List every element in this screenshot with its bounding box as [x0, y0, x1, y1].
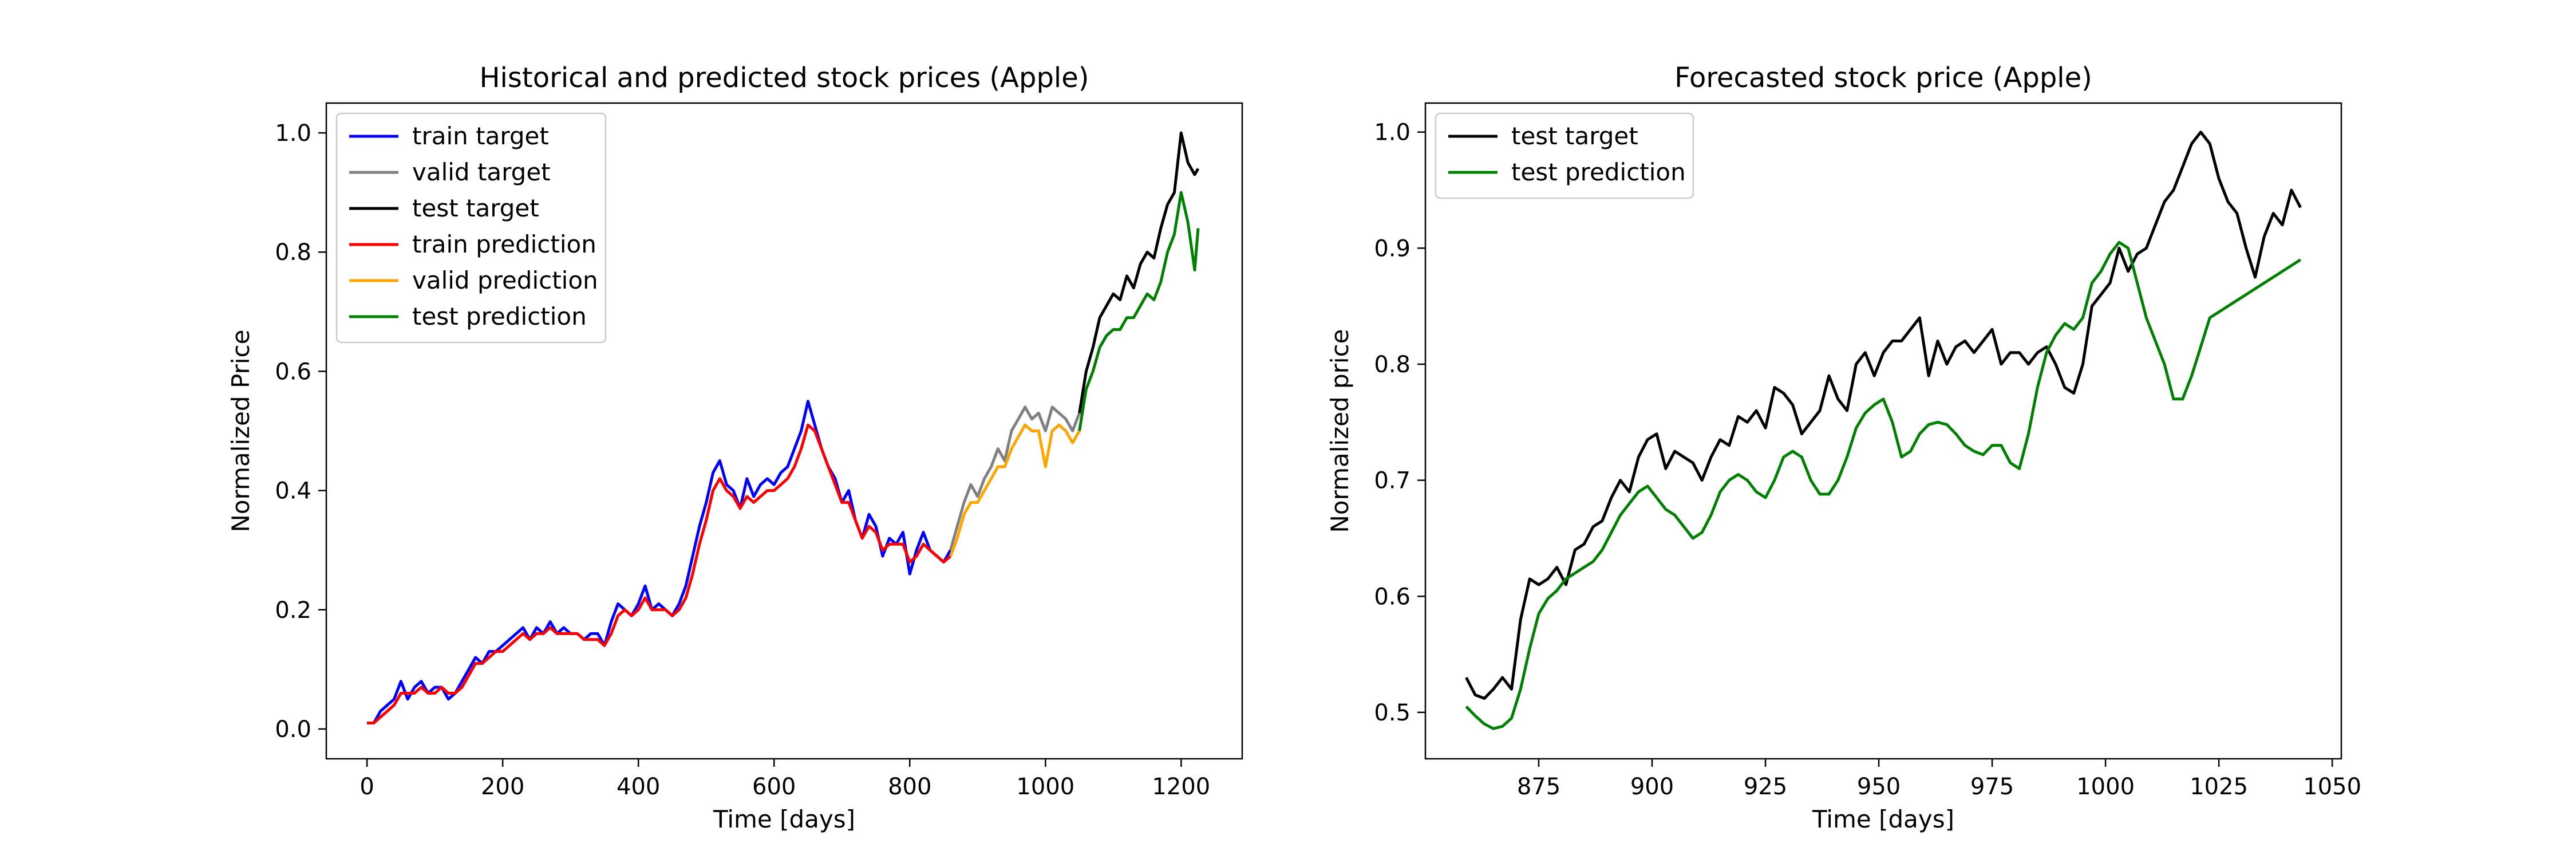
legend: train target valid target test target train… — [335, 112, 607, 344]
legend-label: valid target — [412, 158, 551, 186]
x-axis-label: Time [days] — [713, 805, 855, 833]
y-axis-label: Normalized Price — [227, 330, 255, 533]
series-line-valid-target — [949, 405, 1081, 551]
legend-label: test prediction — [412, 302, 587, 330]
x-tick-label: 900 — [1630, 774, 1674, 800]
y-tick-label: 0.2 — [275, 597, 311, 624]
x-tick-label: 0 — [359, 774, 374, 800]
series-group — [1465, 131, 2302, 730]
plot-frame — [1424, 102, 2342, 760]
y-tick-label: 0.0 — [275, 716, 311, 743]
legend-label: train prediction — [412, 230, 596, 258]
x-tick-label: 1050 — [2303, 774, 2361, 800]
x-tick-label: 1000 — [2076, 774, 2135, 800]
series-line-test-target — [1078, 131, 1200, 413]
y-tick-label: 0.6 — [275, 358, 311, 385]
series-group — [367, 131, 1200, 724]
legend-label: train target — [412, 122, 549, 150]
chart-title: Historical and predicted stock prices (A… — [479, 62, 1089, 94]
y-tick-label: 0.8 — [1374, 352, 1411, 378]
x-tick-label: 200 — [481, 774, 524, 800]
x-axis-label: Time [days] — [1812, 805, 1954, 833]
y-tick-label: 0.8 — [275, 239, 311, 266]
series-line-valid-prediction — [949, 423, 1081, 557]
legend-box — [335, 112, 607, 344]
chart-forecast: 875 900 925 950 975 1000 1025 1050 0.5 0.6 0.7 0.8 0… — [1326, 62, 2361, 833]
legend-label: test target — [412, 194, 539, 222]
y-tick-label: 0.6 — [1374, 584, 1411, 610]
x-tick-label: 950 — [1857, 774, 1901, 800]
x-tick-label: 1000 — [1016, 774, 1074, 800]
legend: test target test prediction — [1435, 112, 1694, 199]
series-line-train-prediction — [367, 423, 952, 724]
legend-label: test prediction — [1511, 158, 1686, 186]
chart-historical: 0 200 400 600 800 1000 1200 0.0 0.2 0.4 0.6 0.8 1.0 H… — [227, 62, 1243, 833]
x-tick-label: 800 — [888, 774, 931, 800]
x-tick-label: 925 — [1744, 774, 1787, 800]
y-tick-label: 0.4 — [275, 478, 311, 505]
legend-label: test target — [1511, 122, 1638, 150]
x-tick-label: 875 — [1517, 774, 1560, 800]
legend-label: valid prediction — [412, 266, 598, 294]
y-tick-label: 1.0 — [275, 120, 311, 147]
plot-frame — [325, 102, 1243, 760]
y-tick-label: 0.7 — [1374, 468, 1411, 494]
x-tick-label: 1025 — [2190, 774, 2248, 800]
series-line-test-target — [1465, 131, 2302, 700]
x-tick-label: 600 — [752, 774, 796, 800]
x-tick-label: 1200 — [1152, 774, 1210, 800]
x-tick-label: 400 — [617, 774, 660, 800]
x-tick-label: 975 — [1970, 774, 2014, 800]
series-line-test-prediction — [1465, 241, 2302, 730]
series-line-test-prediction — [1078, 191, 1200, 431]
chart-title: Forecasted stock price (Apple) — [1674, 62, 2092, 94]
y-axis-label: Normalized price — [1326, 329, 1354, 533]
y-tick-label: 0.9 — [1374, 235, 1411, 262]
y-tick-label: 1.0 — [1374, 120, 1411, 146]
legend-box — [1435, 112, 1694, 199]
y-tick-label: 0.5 — [1374, 700, 1411, 726]
